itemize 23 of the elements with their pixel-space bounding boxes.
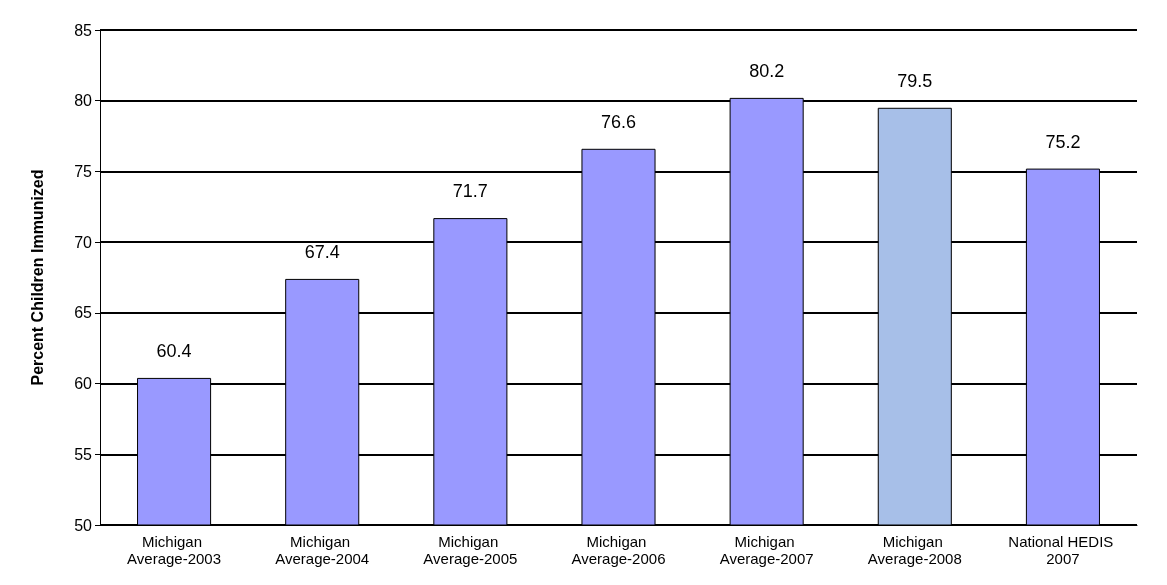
x-tick-label: Michigan Average-2006 [571,533,666,567]
y-tick-label: 80 [74,92,93,110]
y-tick-label: 65 [74,304,93,322]
data-label: 60.4 [156,340,192,361]
y-tick-label: 70 [74,233,93,251]
x-tick-label: Michigan Average-2008 [867,533,962,567]
x-tick-label: Michigan Average-2005 [423,533,518,567]
y-tick-label: 55 [74,445,93,463]
data-label: 71.7 [452,181,488,202]
y-tick-label: 85 [74,21,93,39]
data-label: 76.6 [600,111,637,132]
y-tick-label: 50 [74,516,93,534]
x-tick-label: Michigan Average-2004 [275,533,370,567]
y-tick-label: 60 [74,375,93,393]
data-label: 67.4 [304,241,340,262]
data-label: 80.2 [749,60,785,81]
x-tick-label: National HEDIS 2007 [1008,533,1118,567]
data-label: 79.5 [897,70,933,91]
y-axis-title: Percent Children Immunized [28,169,46,386]
y-tick-label: 75 [74,162,93,180]
x-tick-label: Michigan Average-2007 [719,533,814,567]
x-tick-label: Michigan Average-2003 [127,533,222,567]
data-label: 75.2 [1045,131,1081,152]
